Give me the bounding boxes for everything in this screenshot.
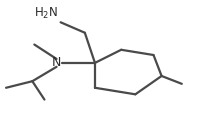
- Text: N: N: [52, 56, 61, 69]
- Text: H$_2$N: H$_2$N: [34, 6, 59, 21]
